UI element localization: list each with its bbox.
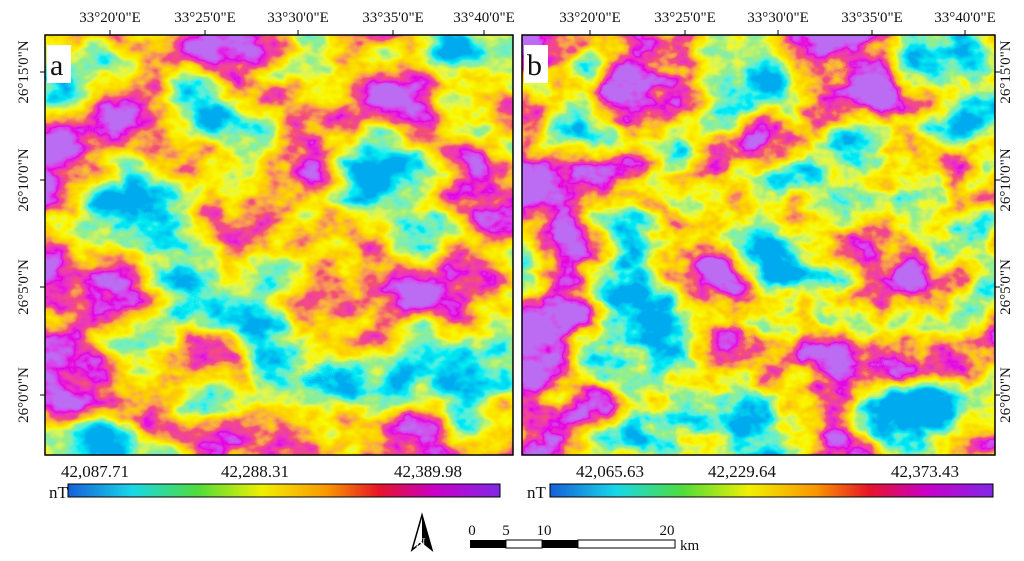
scale-bar xyxy=(470,540,675,548)
colorbar-label: 42,087.71 xyxy=(61,462,129,481)
latitude-label: 26°15'0"N xyxy=(998,40,1014,103)
longitude-label: 33°30'0"E xyxy=(747,10,809,26)
longitude-label: 33°40'0"E xyxy=(453,10,515,26)
scale-unit: km xyxy=(680,538,700,554)
latitude-label: 26°15'0"N xyxy=(16,40,32,103)
longitude-label: 33°35'0"E xyxy=(841,10,903,26)
colorbar-label: 42,389.98 xyxy=(394,462,462,481)
scale-tick: 10 xyxy=(537,523,552,539)
magnetic-map xyxy=(45,35,513,455)
longitude-label: 33°25'0"E xyxy=(174,10,236,26)
north-arrow: N xyxy=(412,515,432,550)
colorbar-label: 42,065.63 xyxy=(576,462,644,481)
latitude-label: 26°0'0"N xyxy=(998,367,1014,423)
colorbar-label: 42,229.64 xyxy=(708,462,777,481)
scale-tick: 20 xyxy=(660,523,675,539)
longitude-label: 33°30'0"E xyxy=(267,10,329,26)
latitude-label: 26°10'0"N xyxy=(16,148,32,211)
scale-tick: 5 xyxy=(502,523,510,539)
latitude-label: 26°5'0"N xyxy=(16,259,32,315)
north-label: N xyxy=(416,535,426,550)
magnetic-map xyxy=(522,35,995,455)
longitude-label: 33°25'0"E xyxy=(654,10,716,26)
longitude-label: 33°20'0"E xyxy=(79,10,141,26)
panel-label: b xyxy=(527,49,542,82)
longitude-label: 33°20'0"E xyxy=(559,10,621,26)
colorbar-unit: nT xyxy=(49,483,69,502)
latitude-label: 26°5'0"N xyxy=(998,259,1014,315)
colorbar-label: 42,288.31 xyxy=(221,462,289,481)
colorbar xyxy=(550,484,993,497)
colorbar-unit: nT xyxy=(527,483,547,502)
colorbar xyxy=(68,484,500,497)
colorbar-label: 42,373.43 xyxy=(891,462,959,481)
latitude-label: 26°0'0"N xyxy=(16,367,32,423)
scale-tick: 0 xyxy=(468,523,476,539)
longitude-label: 33°40'0"E xyxy=(934,10,996,26)
longitude-label: 33°35'0"E xyxy=(362,10,424,26)
latitude-label: 26°10'0"N xyxy=(998,148,1014,211)
figure: a b nT 42,087.71 42,288.31 42,389.98 nT … xyxy=(0,0,1024,556)
panel-label: a xyxy=(50,49,63,82)
